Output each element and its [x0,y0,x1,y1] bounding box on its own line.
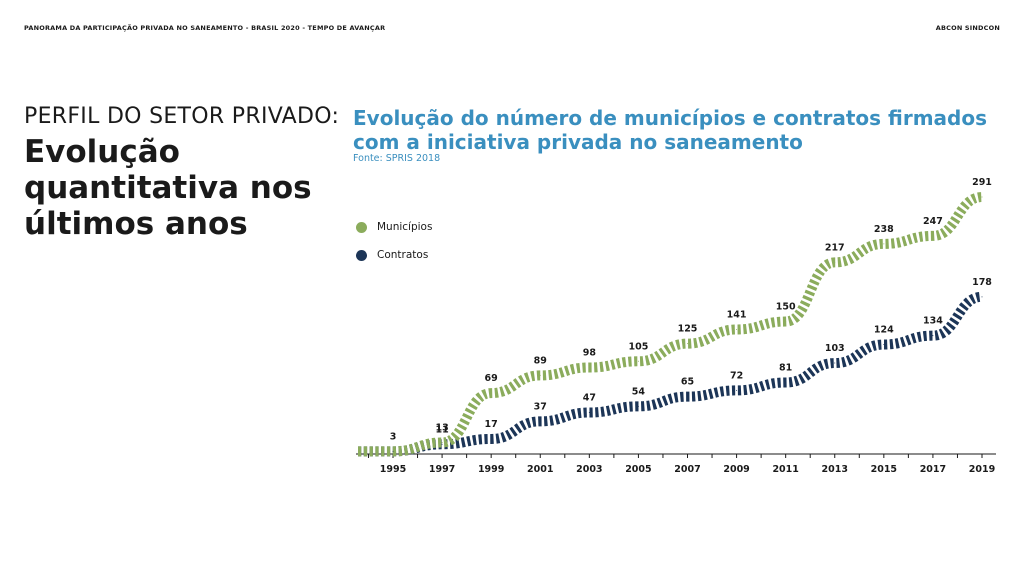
data-point-municipios [687,343,688,345]
data-label-municipios: 291 [972,177,992,188]
data-label-municipios: 69 [485,373,498,384]
data-label-municipios: 217 [825,242,845,253]
data-label-municipios: 105 [628,341,648,352]
data-label-municipios: 13 [435,423,448,434]
data-label-contratos: 17 [485,419,498,430]
data-point-contratos [687,396,688,398]
data-point-municipios [883,243,885,245]
data-point-contratos [637,405,639,407]
data-point-contratos [834,362,836,364]
chart-source: Fonte: SPRIS 2018 [353,153,441,164]
data-label-contratos: 103 [825,343,845,354]
data-label-contratos: 37 [534,401,547,412]
x-tick-label: 2015 [871,464,897,475]
data-point-contratos [785,381,787,383]
x-tick-label: 1997 [429,464,455,475]
legend-dot-municipios [356,221,367,233]
data-label-contratos: 178 [972,277,992,288]
x-tick-label: 2017 [920,464,946,475]
x-tick-label: 2011 [772,464,798,475]
data-point-municipios [637,360,639,362]
x-tick-label: 2013 [822,464,848,475]
x-tick-label: 2001 [527,464,553,475]
data-point-contratos [392,450,394,452]
data-label-contratos: 72 [730,370,743,381]
x-tick-label: 2019 [969,464,995,475]
series-line-contratos [357,291,983,457]
section-title: Evolução quantitativa nos últimos anos [24,134,312,242]
legend-label-contratos: Contratos [377,249,429,261]
data-label-contratos: 81 [779,362,792,373]
data-label-contratos: 54 [632,386,646,397]
data-point-municipios [736,328,738,330]
data-point-contratos [588,411,590,413]
chart-legend: Municípios Contratos [356,220,432,276]
data-label-municipios: 89 [534,355,547,366]
data-label-municipios: 3 [390,431,397,442]
section-label: PERFIL DO SETOR PRIVADO: [24,104,340,129]
data-point-contratos [883,344,885,346]
data-point-contratos [932,335,934,337]
data-label-municipios: 125 [678,324,698,335]
report-header: PANORAMA DA PARTICIPAÇÃO PRIVADA NO SANE… [24,24,386,32]
publisher-name: ABCON SINDCON [935,24,1000,32]
legend-label-municipios: Municípios [377,221,433,233]
data-label-municipios: 238 [874,224,894,235]
data-label-contratos: 47 [583,392,596,403]
data-point-contratos [539,420,541,422]
series-line-municipios [357,192,983,457]
x-tick-label: 2005 [625,464,651,475]
data-point-contratos [441,443,443,445]
x-tick-label: 2007 [674,464,700,475]
data-point-municipios [785,321,787,323]
data-label-contratos: 134 [923,316,943,327]
x-tick-label: 1995 [380,464,406,475]
data-label-contratos: 11 [435,424,448,435]
x-tick-label: 2009 [723,464,749,475]
data-point-municipios [490,392,492,394]
legend-dot-contratos [356,249,367,261]
data-label-municipios: 150 [776,302,796,313]
data-point-municipios [539,374,541,376]
data-point-municipios [441,442,443,444]
x-tick-label: 1999 [478,464,504,475]
data-point-municipios [588,366,590,368]
data-label-municipios: 98 [583,347,597,358]
data-point-municipios [834,261,836,263]
data-label-contratos: 65 [681,377,694,388]
data-label-contratos: 124 [874,325,894,336]
data-label-municipios: 141 [727,309,747,320]
data-point-contratos [981,296,983,298]
data-point-contratos [736,389,738,391]
data-point-municipios [981,196,983,198]
data-point-municipios [932,235,934,237]
chart-title: Evolução do número de municípios e contr… [353,106,987,154]
data-point-contratos [490,438,492,440]
legend-item-contratos: Contratos [356,248,432,262]
legend-item-municipios: Municípios [356,220,432,234]
x-tick-label: 2003 [576,464,602,475]
data-label-municipios: 247 [923,216,943,227]
